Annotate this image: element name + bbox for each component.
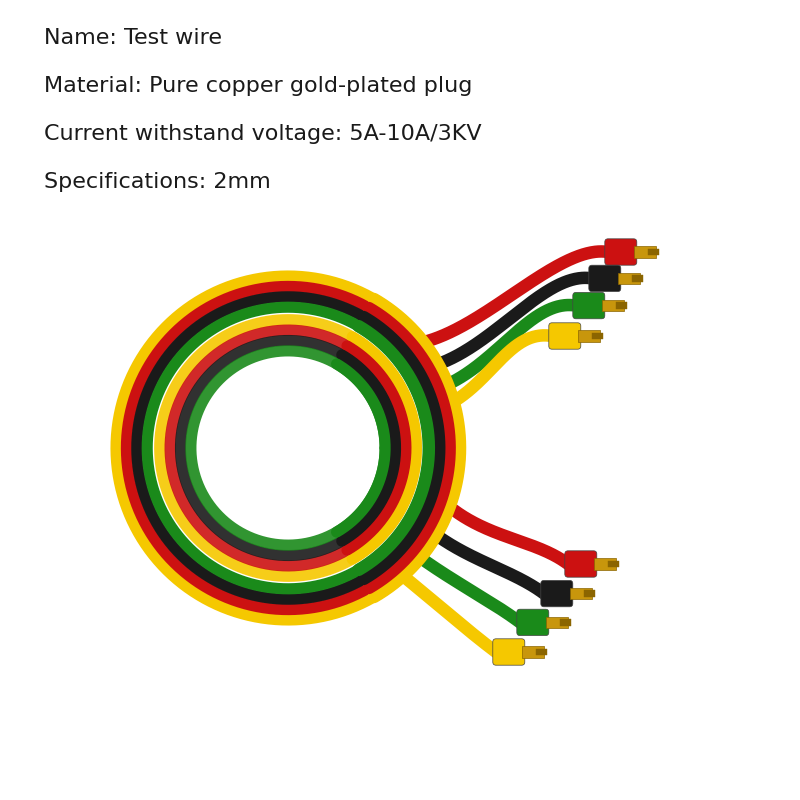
FancyBboxPatch shape — [517, 610, 549, 635]
FancyBboxPatch shape — [493, 638, 525, 666]
Bar — [648, 249, 659, 255]
Bar — [560, 619, 571, 626]
Text: Current withstand voltage: 5A-10A/3KV: Current withstand voltage: 5A-10A/3KV — [44, 124, 482, 144]
Bar — [578, 330, 600, 342]
Bar — [536, 649, 547, 655]
Text: Name: Test wire: Name: Test wire — [44, 28, 222, 48]
FancyBboxPatch shape — [565, 550, 597, 578]
Bar — [618, 273, 640, 284]
Text: Specifications: 2mm: Specifications: 2mm — [44, 172, 270, 192]
Bar — [608, 561, 619, 567]
Bar — [634, 246, 656, 258]
Bar — [584, 590, 595, 597]
FancyBboxPatch shape — [589, 265, 621, 291]
Bar — [570, 588, 592, 599]
Bar — [522, 646, 544, 658]
Bar — [592, 333, 603, 339]
Bar — [602, 300, 624, 311]
FancyBboxPatch shape — [541, 581, 573, 606]
Bar — [632, 275, 643, 282]
FancyBboxPatch shape — [573, 292, 605, 318]
Bar — [616, 302, 627, 309]
Bar — [546, 617, 568, 628]
Text: Material: Pure copper gold-plated plug: Material: Pure copper gold-plated plug — [44, 76, 472, 96]
FancyBboxPatch shape — [549, 322, 581, 349]
Bar — [594, 558, 616, 570]
FancyBboxPatch shape — [605, 238, 637, 265]
